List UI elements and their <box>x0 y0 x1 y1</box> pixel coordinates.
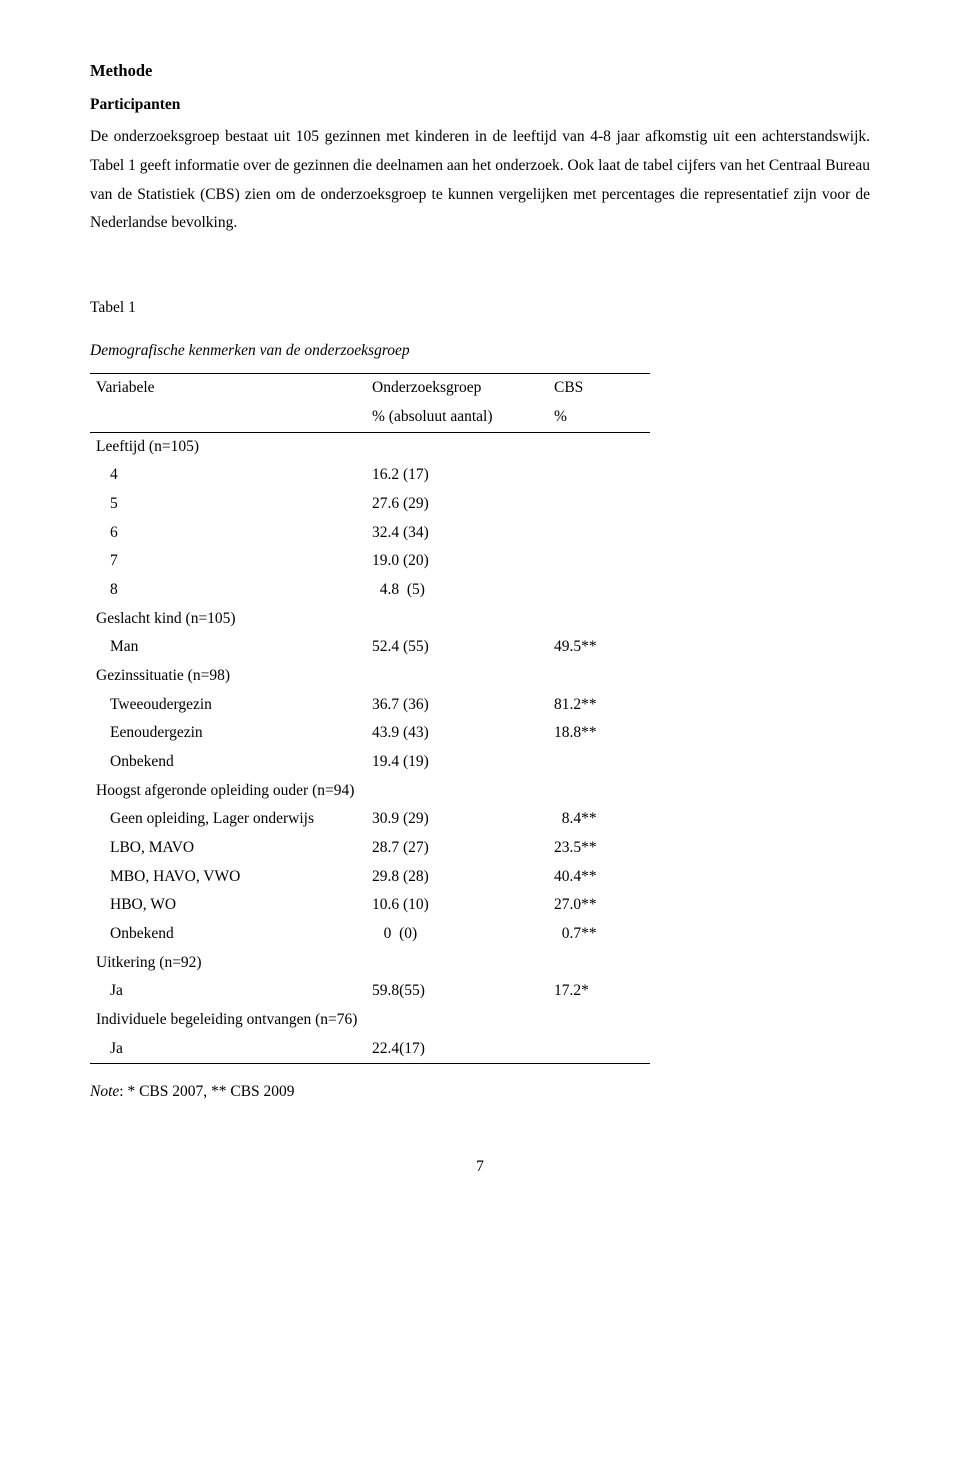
note-lead: Note <box>90 1083 119 1100</box>
row-cbs <box>548 748 650 777</box>
row-value: 30.9 (29) <box>366 805 548 834</box>
row-label: Onbekend <box>90 920 366 949</box>
row-value: 0 (0) <box>366 920 548 949</box>
row-value: 59.8(55) <box>366 977 548 1006</box>
row-value: 19.4 (19) <box>366 748 548 777</box>
row-label: MBO, HAVO, VWO <box>90 863 366 892</box>
subsection-title: Participanten <box>90 91 870 120</box>
row-cbs: 40.4** <box>548 863 650 892</box>
row-cbs: 23.5** <box>548 834 650 863</box>
row-cbs: 0.7** <box>548 920 650 949</box>
group-heading: Gezinssituatie (n=98) <box>90 662 650 691</box>
group-heading: Individuele begeleiding ontvangen (n=76) <box>90 1006 650 1035</box>
row-value: 32.4 (34) <box>366 519 548 548</box>
row-cbs <box>548 1035 650 1064</box>
row-label: 4 <box>90 461 366 490</box>
table-note: Note: * CBS 2007, ** CBS 2009 <box>90 1078 870 1107</box>
row-cbs: 17.2* <box>548 977 650 1006</box>
row-label: 7 <box>90 547 366 576</box>
row-value: 28.7 (27) <box>366 834 548 863</box>
row-value: 36.7 (36) <box>366 691 548 720</box>
row-label: Ja <box>90 977 366 1006</box>
col-group-sub: % (absoluut aantal) <box>366 403 548 432</box>
row-label: Tweeoudergezin <box>90 691 366 720</box>
row-value: 22.4(17) <box>366 1035 548 1064</box>
row-label: Geen opleiding, Lager onderwijs <box>90 805 366 834</box>
section-title: Methode <box>90 56 870 87</box>
row-value: 4.8 (5) <box>366 576 548 605</box>
row-cbs: 27.0** <box>548 891 650 920</box>
row-label: LBO, MAVO <box>90 834 366 863</box>
row-cbs: 81.2** <box>548 691 650 720</box>
table-caption: Demografische kenmerken van de onderzoek… <box>90 337 870 366</box>
col-cbs: CBS <box>548 374 650 403</box>
row-cbs <box>548 576 650 605</box>
row-label: Eenoudergezin <box>90 719 366 748</box>
col-variable: Variabele <box>90 374 366 403</box>
row-cbs <box>548 490 650 519</box>
row-cbs: 18.8** <box>548 719 650 748</box>
row-value: 19.0 (20) <box>366 547 548 576</box>
row-label: Man <box>90 633 366 662</box>
row-cbs: 49.5** <box>548 633 650 662</box>
note-text: : * CBS 2007, ** CBS 2009 <box>119 1083 294 1100</box>
row-value: 27.6 (29) <box>366 490 548 519</box>
row-value: 43.9 (43) <box>366 719 548 748</box>
row-label: 5 <box>90 490 366 519</box>
row-value: 10.6 (10) <box>366 891 548 920</box>
row-value: 29.8 (28) <box>366 863 548 892</box>
group-heading: Uitkering (n=92) <box>90 949 650 978</box>
row-label: 6 <box>90 519 366 548</box>
table-label: Tabel 1 <box>90 294 870 323</box>
row-value: 52.4 (55) <box>366 633 548 662</box>
row-label: 8 <box>90 576 366 605</box>
group-heading: Hoogst afgeronde opleiding ouder (n=94) <box>90 777 650 806</box>
row-cbs <box>548 519 650 548</box>
row-label: Onbekend <box>90 748 366 777</box>
page-number: 7 <box>90 1153 870 1182</box>
row-cbs: 8.4** <box>548 805 650 834</box>
row-value: 16.2 (17) <box>366 461 548 490</box>
demographics-table: Variabele Onderzoeksgroep CBS % (absoluu… <box>90 373 650 1064</box>
row-cbs <box>548 461 650 490</box>
row-label: Ja <box>90 1035 366 1064</box>
group-heading: Geslacht kind (n=105) <box>90 605 650 634</box>
col-group: Onderzoeksgroep <box>366 374 548 403</box>
row-cbs <box>548 547 650 576</box>
group-heading: Leeftijd (n=105) <box>90 433 650 462</box>
row-label: HBO, WO <box>90 891 366 920</box>
col-cbs-sub: % <box>548 403 650 432</box>
intro-paragraph: De onderzoeksgroep bestaat uit 105 gezin… <box>90 123 870 238</box>
